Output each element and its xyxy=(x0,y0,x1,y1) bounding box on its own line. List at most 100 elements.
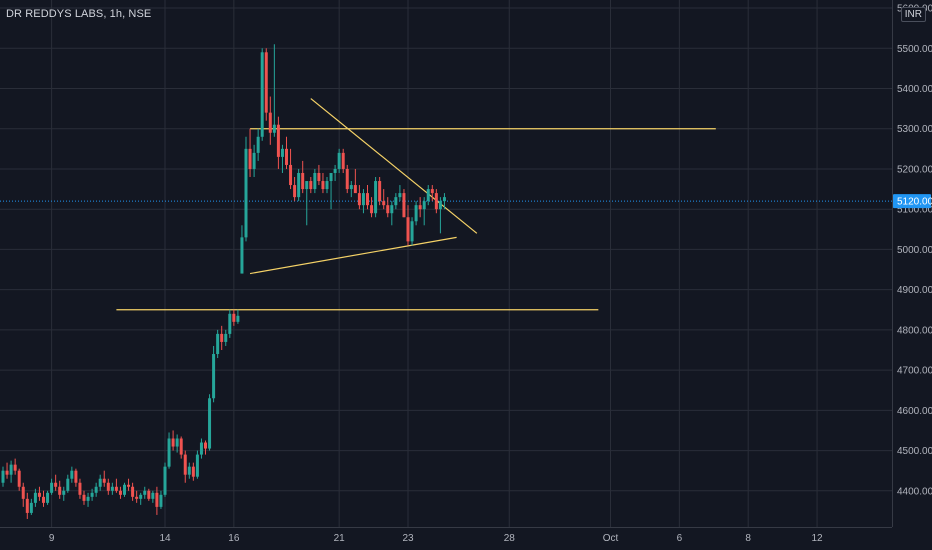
candle xyxy=(9,460,13,483)
y-tick-label: 4400.00 xyxy=(897,486,932,497)
candle xyxy=(329,172,333,210)
candle xyxy=(325,177,329,194)
candle xyxy=(131,482,135,501)
candle-body xyxy=(276,124,280,157)
candle-body xyxy=(264,52,268,113)
candle-body xyxy=(325,181,329,190)
y-tick-label: 5100.00 xyxy=(897,205,932,216)
y-tick-label: 4900.00 xyxy=(897,285,932,296)
candle-body xyxy=(58,486,62,495)
candle xyxy=(163,462,167,497)
price-axis-panel xyxy=(892,0,932,550)
candle xyxy=(394,193,398,210)
candle xyxy=(151,490,155,503)
candle xyxy=(86,492,90,507)
candle-body xyxy=(42,496,45,503)
candle xyxy=(422,197,426,226)
candle-body xyxy=(378,181,382,202)
candle xyxy=(29,498,33,515)
candle-body xyxy=(143,490,147,495)
candle xyxy=(147,488,151,501)
candle-body xyxy=(70,470,74,479)
candle-body xyxy=(260,52,264,137)
candle xyxy=(256,128,260,161)
candle xyxy=(127,478,131,491)
candle-body xyxy=(410,221,414,242)
candle-body xyxy=(175,438,179,447)
candle xyxy=(54,474,58,491)
candle-body xyxy=(224,333,228,342)
candle-body xyxy=(349,185,353,190)
candle xyxy=(175,434,179,453)
candle xyxy=(143,486,147,499)
candle-body xyxy=(333,168,337,173)
x-tick-label: 21 xyxy=(334,533,346,544)
x-tick-label: 23 xyxy=(402,533,414,544)
y-tick-label: 4700.00 xyxy=(897,366,932,377)
candle-body xyxy=(118,490,122,495)
candle xyxy=(62,486,66,501)
candle-body xyxy=(159,494,163,507)
x-tick-label: 8 xyxy=(745,533,751,544)
candle-body xyxy=(135,496,139,499)
y-tick-label: 4600.00 xyxy=(897,406,932,417)
x-tick-label: 6 xyxy=(677,533,683,544)
candle xyxy=(370,197,374,218)
candle-body xyxy=(414,205,418,222)
candle xyxy=(349,181,353,198)
y-tick-label: 5400.00 xyxy=(897,84,932,95)
candle xyxy=(204,440,207,455)
candle-body xyxy=(163,466,167,495)
candle-body xyxy=(46,492,50,503)
candle-body xyxy=(94,486,98,493)
candle xyxy=(382,189,386,210)
candle xyxy=(216,329,220,359)
candle-body xyxy=(418,205,422,210)
candle xyxy=(187,462,191,479)
candle xyxy=(70,466,74,483)
candle-body xyxy=(82,494,86,501)
currency-badge[interactable]: INR xyxy=(900,7,926,22)
candle xyxy=(305,181,309,226)
x-tick-label: 9 xyxy=(49,533,55,544)
candle xyxy=(260,48,264,141)
candle-body xyxy=(236,315,240,322)
candle xyxy=(224,329,228,346)
candle xyxy=(361,189,365,214)
candle xyxy=(378,177,382,206)
candle-body xyxy=(78,482,82,495)
candle xyxy=(183,450,187,483)
candle-body xyxy=(167,438,171,467)
candle-body xyxy=(289,164,293,186)
candle xyxy=(301,160,305,194)
candle-body xyxy=(179,438,183,455)
candle xyxy=(252,144,256,178)
candle xyxy=(199,438,203,459)
candle xyxy=(33,488,37,507)
candle-body xyxy=(317,172,321,182)
candle xyxy=(264,48,268,121)
candle-body xyxy=(285,148,288,165)
candle xyxy=(90,488,94,501)
candle-body xyxy=(66,478,70,491)
candle xyxy=(123,482,126,497)
candle-body xyxy=(434,193,438,210)
candle xyxy=(289,148,293,190)
candle xyxy=(13,458,17,475)
candle xyxy=(135,490,139,503)
candle-body xyxy=(442,197,446,202)
candle-body xyxy=(297,172,301,198)
candle xyxy=(244,136,248,242)
candle-body xyxy=(341,152,345,169)
candle-body xyxy=(374,181,378,214)
candle xyxy=(353,168,357,194)
candle-body xyxy=(309,181,313,190)
candle-body xyxy=(216,333,220,355)
candle xyxy=(98,474,102,491)
candle-body xyxy=(50,482,54,493)
candle-body xyxy=(268,112,272,133)
candle xyxy=(430,185,434,202)
trendlines[interactable] xyxy=(116,98,716,311)
